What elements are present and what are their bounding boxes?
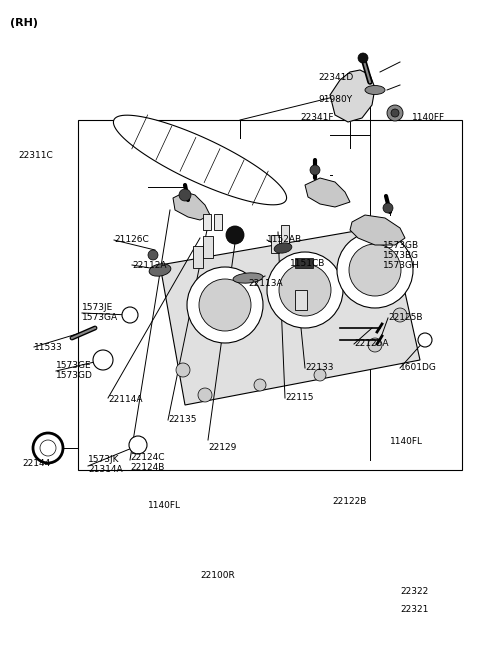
Text: 1140FF: 1140FF bbox=[412, 113, 445, 123]
Circle shape bbox=[387, 105, 403, 121]
Circle shape bbox=[310, 165, 320, 175]
Ellipse shape bbox=[365, 85, 385, 94]
Text: 22112A: 22112A bbox=[132, 260, 167, 270]
Text: 1151CB: 1151CB bbox=[290, 258, 325, 268]
Circle shape bbox=[267, 252, 343, 328]
Text: 1601DG: 1601DG bbox=[400, 363, 437, 373]
Bar bbox=[271, 235, 279, 253]
Polygon shape bbox=[160, 225, 420, 405]
Circle shape bbox=[93, 350, 113, 370]
Bar bbox=[193, 246, 203, 268]
Text: 22135: 22135 bbox=[168, 415, 196, 424]
Text: 22125B: 22125B bbox=[388, 314, 422, 323]
Circle shape bbox=[418, 333, 432, 347]
Text: 1573JE: 1573JE bbox=[82, 304, 113, 312]
Polygon shape bbox=[330, 70, 375, 122]
Text: 22113A: 22113A bbox=[248, 279, 283, 287]
Text: 22114A: 22114A bbox=[108, 396, 143, 405]
Circle shape bbox=[393, 308, 407, 322]
Bar bbox=[281, 225, 289, 243]
Ellipse shape bbox=[233, 273, 263, 283]
Text: 22129: 22129 bbox=[208, 443, 236, 451]
Circle shape bbox=[279, 264, 331, 316]
Circle shape bbox=[314, 369, 326, 381]
Text: 22122B: 22122B bbox=[332, 497, 366, 506]
Circle shape bbox=[40, 440, 56, 456]
Text: 21314A: 21314A bbox=[88, 466, 122, 474]
Bar bbox=[214, 214, 222, 230]
Circle shape bbox=[199, 279, 251, 331]
Polygon shape bbox=[350, 215, 405, 245]
Text: 22124B: 22124B bbox=[130, 464, 164, 472]
Text: 1573JK: 1573JK bbox=[88, 455, 120, 464]
Circle shape bbox=[129, 436, 147, 454]
Text: 1152AB: 1152AB bbox=[267, 236, 302, 245]
Circle shape bbox=[226, 226, 244, 244]
Circle shape bbox=[122, 307, 138, 323]
Circle shape bbox=[198, 388, 212, 402]
Circle shape bbox=[254, 379, 266, 391]
Text: 1573GD: 1573GD bbox=[56, 371, 93, 380]
Text: 1573GH: 1573GH bbox=[383, 260, 420, 270]
Text: 22311C: 22311C bbox=[18, 150, 53, 159]
Text: 1573GE: 1573GE bbox=[56, 361, 92, 371]
Polygon shape bbox=[305, 178, 350, 207]
Text: 1140FL: 1140FL bbox=[148, 501, 181, 510]
Polygon shape bbox=[173, 192, 210, 220]
Polygon shape bbox=[113, 115, 287, 205]
Text: 91980Y: 91980Y bbox=[318, 96, 352, 104]
Circle shape bbox=[368, 338, 382, 352]
Circle shape bbox=[187, 267, 263, 343]
Circle shape bbox=[33, 433, 63, 463]
Ellipse shape bbox=[149, 264, 171, 276]
Circle shape bbox=[358, 53, 368, 63]
Text: 22341F: 22341F bbox=[300, 113, 334, 123]
Circle shape bbox=[148, 250, 158, 260]
Circle shape bbox=[179, 189, 191, 201]
Text: 22133: 22133 bbox=[305, 363, 334, 373]
Text: 1140FL: 1140FL bbox=[390, 438, 423, 447]
Text: 22115: 22115 bbox=[285, 392, 313, 401]
Circle shape bbox=[349, 244, 401, 296]
Text: 22341D: 22341D bbox=[318, 73, 353, 83]
Bar bbox=[78, 120, 462, 470]
Text: 11533: 11533 bbox=[34, 342, 63, 352]
Bar bbox=[295, 290, 307, 310]
Text: 21126C: 21126C bbox=[114, 236, 149, 245]
Text: 22124C: 22124C bbox=[130, 453, 165, 462]
Text: 22100R: 22100R bbox=[201, 571, 235, 579]
Text: (RH): (RH) bbox=[10, 18, 38, 28]
Ellipse shape bbox=[274, 243, 292, 253]
Text: 1573GB: 1573GB bbox=[383, 241, 419, 249]
Text: 1573BG: 1573BG bbox=[383, 251, 419, 260]
Bar bbox=[203, 214, 211, 230]
Text: 1573GA: 1573GA bbox=[82, 314, 118, 323]
Circle shape bbox=[391, 109, 399, 117]
Text: 22322: 22322 bbox=[400, 586, 428, 596]
Text: 22144: 22144 bbox=[22, 459, 50, 468]
Circle shape bbox=[383, 203, 393, 213]
Circle shape bbox=[337, 232, 413, 308]
Text: 22125A: 22125A bbox=[354, 340, 388, 348]
Bar bbox=[203, 236, 213, 258]
Circle shape bbox=[176, 363, 190, 377]
Bar bbox=[295, 258, 313, 268]
Text: 22321: 22321 bbox=[400, 605, 428, 615]
